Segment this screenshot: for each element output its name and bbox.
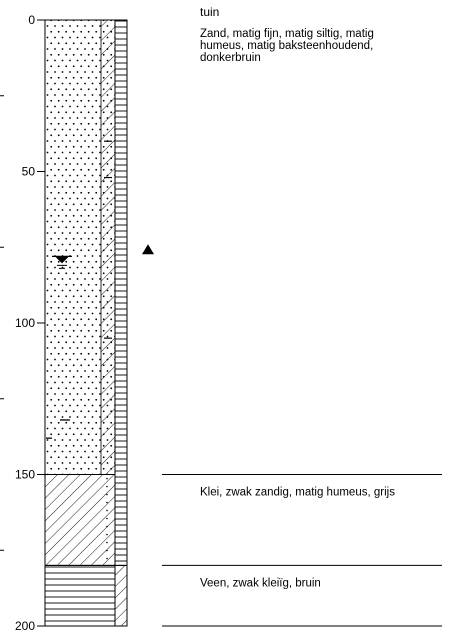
layer-columns — [44, 19, 116, 627]
layer-1-description: humeus, matig baksteenhoudend, — [200, 40, 373, 52]
axis-tick-label: 150 — [15, 468, 35, 482]
sand-dot — [106, 501, 108, 504]
groundwater-triangle-icon — [55, 256, 69, 264]
sand-dot — [106, 517, 108, 520]
axis-tick-label: 100 — [15, 316, 35, 330]
sand-dot — [106, 549, 108, 552]
sand-dot — [106, 557, 108, 560]
sand-dot — [106, 493, 108, 496]
right-column-peat — [114, 564, 128, 627]
layer-column-3 — [44, 564, 116, 627]
layer-2-description: Klei, zwak zandig, matig humeus, grijs — [200, 487, 395, 499]
layer-3-description: Veen, zwak kleiïg, bruin — [200, 577, 321, 589]
sand-dot — [106, 533, 108, 536]
sand-dot — [106, 477, 108, 480]
depth-axis: 0 50 100 150 200 — [0, 13, 46, 633]
layer-column-2 — [44, 474, 116, 566]
header-label: tuin — [200, 5, 219, 19]
layer-1-description: donkerbruin — [200, 52, 261, 64]
layer-separators — [162, 474, 442, 627]
sand-dot — [106, 525, 108, 528]
axis-tick-label: 50 — [22, 165, 36, 179]
sand-dot — [106, 541, 108, 544]
sand-dot — [106, 509, 108, 512]
axis-tick-label: 200 — [15, 619, 35, 633]
axis-tick-label: 0 — [28, 13, 35, 27]
filled-triangle-icon — [142, 244, 154, 255]
right-column — [114, 19, 128, 627]
symbols — [52, 244, 154, 269]
sand-dot — [106, 485, 108, 488]
humus-band — [100, 19, 116, 475]
layer-descriptions: Zand, matig fijn, matig siltig, matighum… — [200, 28, 395, 589]
right-column-strip — [114, 19, 128, 566]
layer-1-description: Zand, matig fijn, matig siltig, matig — [200, 28, 374, 40]
